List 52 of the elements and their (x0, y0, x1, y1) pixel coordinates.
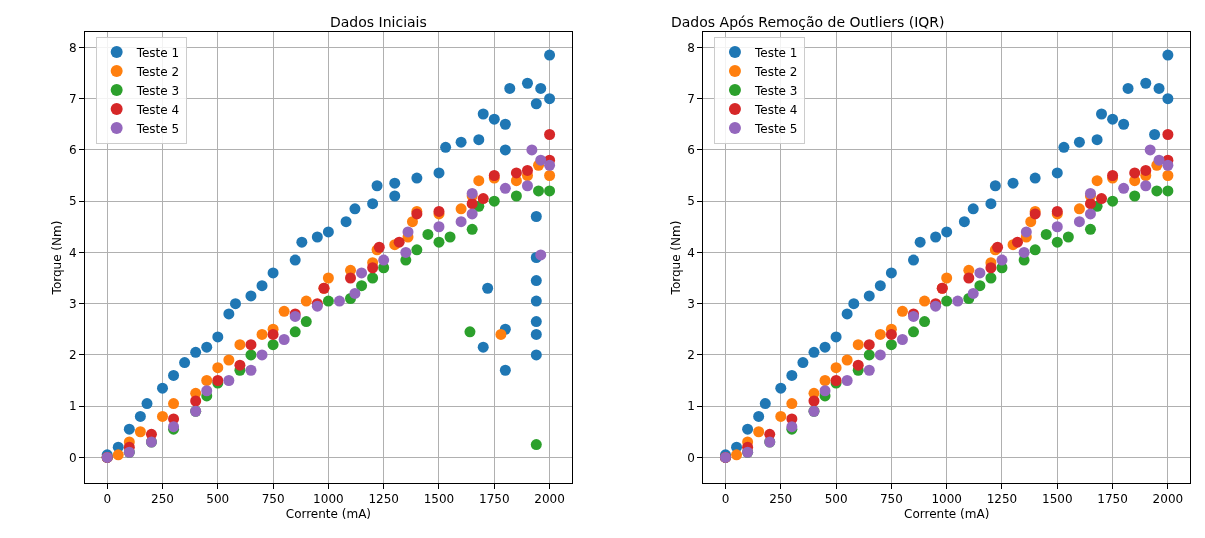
x-tick-label: 2000 (534, 492, 565, 507)
y-tick-label: 1 (69, 399, 77, 414)
y-tick-label: 1 (687, 399, 695, 414)
x-tick-label: 1000 (313, 492, 344, 507)
x-tick-label: 500 (824, 492, 848, 507)
x-tick-label: 2000 (1152, 492, 1184, 507)
x-tick-label: 250 (151, 492, 174, 507)
x-tick-label: 0 (721, 492, 730, 507)
legend-label: Teste 5 (753, 121, 798, 136)
y-axis-title: Torque (Nm) (50, 220, 65, 296)
x-tick-label: 1250 (986, 492, 1018, 507)
y-tick-label: 7 (687, 91, 695, 106)
x-tick-label: 500 (206, 492, 230, 507)
x-tick-label: 1000 (931, 492, 962, 507)
y-tick-label: 2 (687, 348, 695, 363)
legend-label: Teste 2 (753, 64, 798, 79)
legend-label: Teste 1 (135, 45, 180, 60)
x-tick-label: 750 (261, 492, 285, 507)
y-tick-label: 4 (687, 245, 695, 260)
legend-label: Teste 3 (753, 83, 798, 98)
x-axis-title: Corrente (mA) (285, 507, 372, 522)
chart-title: Dados Iniciais (330, 14, 427, 30)
y-axis-title: Torque (Nm) (668, 220, 683, 296)
x-tick-label: 1250 (368, 492, 399, 507)
x-tick-label: 1500 (1042, 492, 1073, 507)
x-tick-label: 1500 (423, 492, 455, 507)
legend-label: Teste 4 (135, 102, 180, 117)
x-tick-label: 0 (103, 492, 112, 507)
y-tick-label: 3 (687, 296, 695, 311)
x-tick-label: 1750 (479, 492, 510, 507)
legend-label: Teste 4 (753, 102, 798, 117)
x-tick-label: 750 (879, 492, 903, 507)
y-tick-label: 2 (69, 348, 77, 363)
x-tick-label: 250 (769, 492, 793, 507)
x-tick-label: 1750 (1097, 492, 1128, 507)
y-tick-label: 4 (69, 245, 77, 260)
y-tick-label: 0 (687, 450, 695, 465)
y-tick-label: 6 (69, 143, 77, 158)
x-axis-title: Corrente (mA) (904, 507, 990, 522)
y-tick-label: 8 (687, 40, 695, 55)
y-tick-label: 6 (687, 143, 695, 158)
legend-label: Teste 2 (135, 64, 180, 79)
y-tick-label: 0 (69, 450, 77, 465)
y-tick-label: 5 (687, 194, 695, 209)
legend-label: Teste 3 (135, 83, 180, 98)
y-tick-label: 8 (69, 40, 77, 55)
legend-label: Teste 1 (753, 45, 798, 60)
y-tick-label: 7 (69, 91, 77, 106)
y-tick-label: 5 (69, 194, 77, 209)
legend-label: Teste 5 (135, 121, 180, 136)
y-tick-label: 3 (69, 296, 77, 311)
chart-title: Dados Após Remoção de Outliers (IQR) (671, 14, 945, 30)
